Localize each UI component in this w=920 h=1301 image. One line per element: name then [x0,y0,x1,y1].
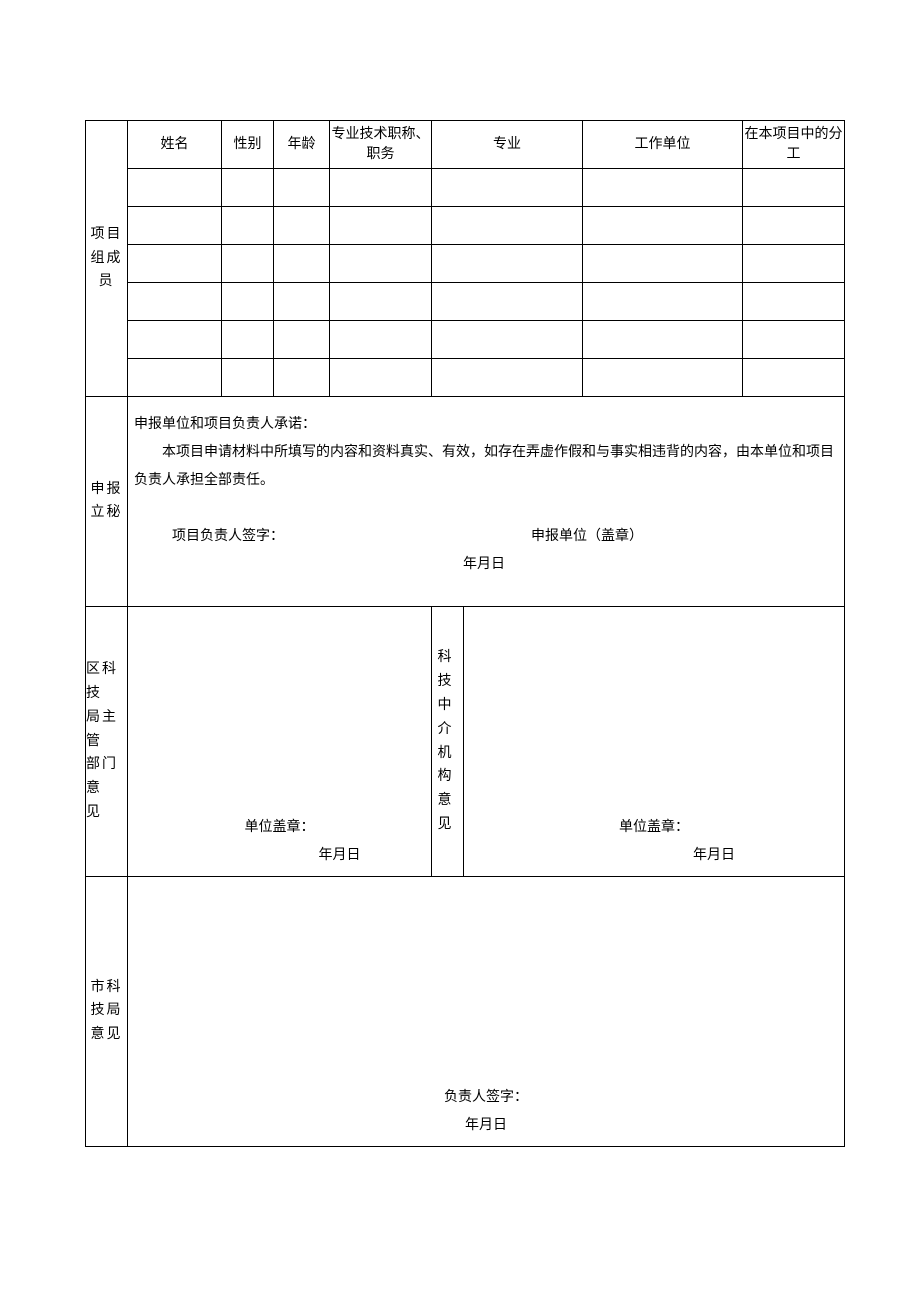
pledge-row-label-1: 申报 [91,478,123,502]
dept-right-date: 年月日 [464,842,844,870]
members-header-row: 项目 组成 员 姓名 性别 年龄 专业技术职称、职务 专业 工作单位 在本项目中… [86,121,845,169]
dept-right-stamp: 单位盖章： [464,814,844,842]
member-unit[interactable] [583,169,743,207]
member-title[interactable] [330,207,432,245]
member-role[interactable] [743,321,845,359]
member-major[interactable] [432,359,583,397]
member-role[interactable] [743,245,845,283]
member-role[interactable] [743,359,845,397]
dept-right-label-1: 科 技 [432,646,463,694]
member-name[interactable] [128,283,222,321]
member-age[interactable] [274,169,330,207]
pledge-heading: 申报单位和项目负责人承诺： [134,411,834,439]
dept-opinion-left-cell[interactable]: 单位盖章： 年月日 [128,607,432,877]
member-title[interactable] [330,359,432,397]
final-label-3: 意见 [91,1023,123,1047]
pledge-signer-left: 项目负责人签字： [172,529,284,544]
dept-opinion-row: 区科技 局主管 部门意 见 单位盖章： 年月日 科 技 中 介 机 构 意 见 [86,607,845,877]
dept-opinion-right-cell[interactable]: 单位盖章： 年月日 [464,607,845,877]
member-name[interactable] [128,321,222,359]
member-major[interactable] [432,321,583,359]
member-name[interactable] [128,245,222,283]
dept-left-date: 年月日 [128,842,431,870]
member-row [86,207,845,245]
member-major[interactable] [432,169,583,207]
member-unit[interactable] [583,283,743,321]
col-header-role: 在本项目中的分工 [743,121,845,169]
final-opinion-label: 市科 技局 意见 [86,877,128,1147]
member-unit[interactable] [583,207,743,245]
pledge-signer-right: 申报单位（盖章） [531,529,643,544]
member-name[interactable] [128,169,222,207]
col-header-title: 专业技术职称、职务 [330,121,432,169]
member-sex[interactable] [222,283,274,321]
member-sex[interactable] [222,359,274,397]
member-major[interactable] [432,283,583,321]
form-page: 项目 组成 员 姓名 性别 年龄 专业技术职称、职务 专业 工作单位 在本项目中… [85,120,845,1147]
col-header-sex: 性别 [222,121,274,169]
member-row [86,245,845,283]
pledge-sign-line: 项目负责人签字： 申报单位（盖章） [134,523,834,551]
member-major[interactable] [432,245,583,283]
final-label-2: 技局 [91,999,123,1023]
col-header-major: 专业 [432,121,583,169]
member-name[interactable] [128,207,222,245]
pledge-date: 年月日 [134,551,834,579]
dept-opinion-right-label: 科 技 中 介 机 构 意 见 [432,607,464,877]
dept-opinion-left-label: 区科技 局主管 部门意 见 [86,607,128,877]
col-header-unit: 工作单位 [583,121,743,169]
member-sex[interactable] [222,321,274,359]
member-sex[interactable] [222,169,274,207]
members-row-label-2: 组成 [91,247,123,271]
dept-right-label-2: 中 介 [432,694,463,742]
member-title[interactable] [330,283,432,321]
pledge-row-label-2: 立秘 [91,501,123,525]
pledge-cell: 申报单位和项目负责人承诺： 本项目申请材料中所填写的内容和资料真实、有效，如存在… [128,397,845,607]
col-header-name: 姓名 [128,121,222,169]
col-header-age: 年龄 [274,121,330,169]
member-title[interactable] [330,245,432,283]
pledge-row-label: 申报 立秘 [86,397,128,607]
member-major[interactable] [432,207,583,245]
dept-left-label-1: 区科技 [86,658,127,706]
member-role[interactable] [743,207,845,245]
main-table: 项目 组成 员 姓名 性别 年龄 专业技术职称、职务 专业 工作单位 在本项目中… [85,120,845,1147]
member-role[interactable] [743,169,845,207]
dept-right-label-3: 机 构 [432,742,463,790]
member-unit[interactable] [583,245,743,283]
member-row [86,169,845,207]
dept-left-label-3: 部门意 [86,753,127,801]
member-row [86,321,845,359]
final-label-1: 市科 [91,976,123,1000]
final-date: 年月日 [128,1112,844,1140]
member-title[interactable] [330,169,432,207]
pledge-body: 本项目申请材料中所填写的内容和资料真实、有效，如存在弄虚作假和与事实相违背的内容… [134,439,834,495]
members-row-label-1: 项目 [91,223,123,247]
member-unit[interactable] [583,359,743,397]
dept-right-label-4: 意 见 [432,789,463,837]
member-age[interactable] [274,245,330,283]
members-row-label: 项目 组成 员 [86,121,128,397]
member-row [86,359,845,397]
final-signer: 负责人签字： [128,1084,844,1112]
member-age[interactable] [274,207,330,245]
member-age[interactable] [274,359,330,397]
dept-left-label-4: 见 [86,801,127,825]
member-name[interactable] [128,359,222,397]
dept-left-stamp: 单位盖章： [128,814,431,842]
member-row [86,283,845,321]
member-age[interactable] [274,321,330,359]
member-role[interactable] [743,283,845,321]
dept-left-label-2: 局主管 [86,706,127,754]
member-unit[interactable] [583,321,743,359]
member-age[interactable] [274,283,330,321]
final-opinion-row: 市科 技局 意见 负责人签字： 年月日 [86,877,845,1147]
pledge-row: 申报 立秘 申报单位和项目负责人承诺： 本项目申请材料中所填写的内容和资料真实、… [86,397,845,607]
final-opinion-cell[interactable]: 负责人签字： 年月日 [128,877,845,1147]
member-sex[interactable] [222,245,274,283]
members-row-label-3: 员 [91,270,123,294]
member-title[interactable] [330,321,432,359]
member-sex[interactable] [222,207,274,245]
